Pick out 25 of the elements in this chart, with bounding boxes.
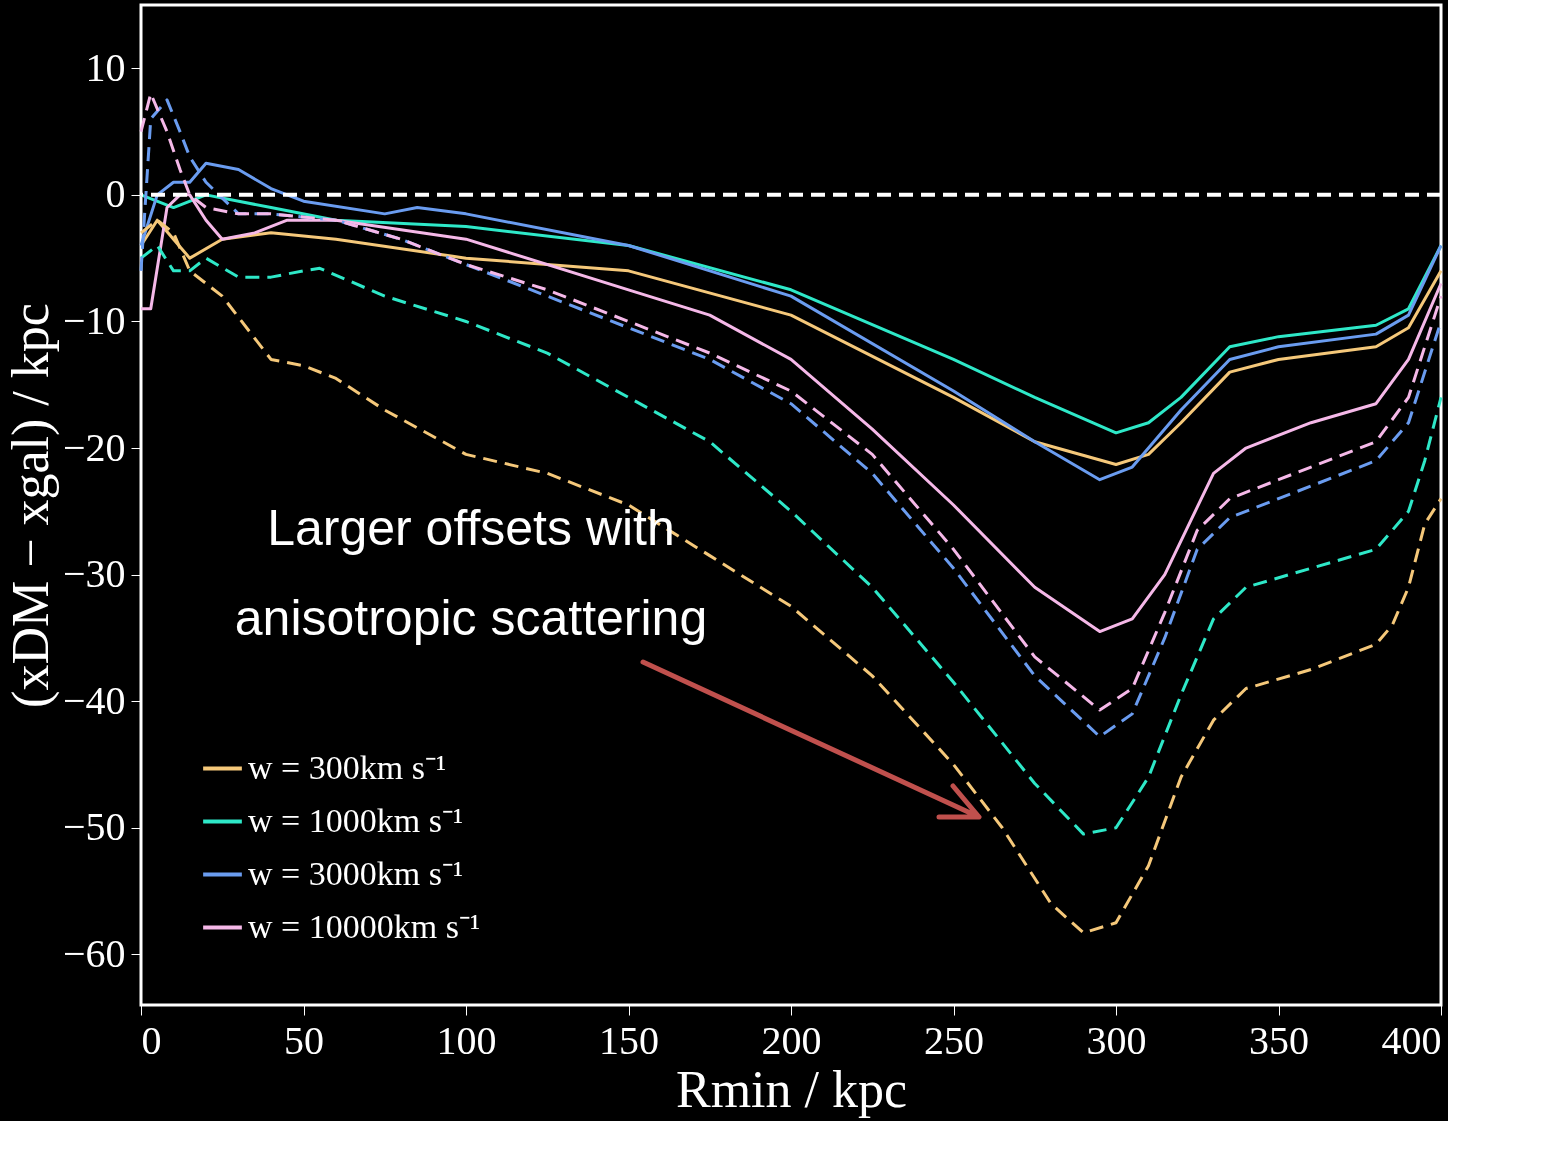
x-axis-title: Rmin / kpc: [675, 1060, 908, 1118]
x-tick-label: 250: [924, 1017, 984, 1063]
y-tick-label: 0: [105, 171, 126, 217]
x-tick-label: 0: [141, 1017, 162, 1063]
y-tick-label: −50: [62, 804, 126, 850]
y-tick-label: −60: [62, 930, 126, 976]
line-series: [139, 244, 1443, 836]
y-tick-label: −10: [62, 297, 126, 343]
x-tick-label: 200: [761, 1017, 822, 1063]
x-tick-label: 50: [284, 1017, 324, 1063]
x-tick-label: 350: [1249, 1017, 1309, 1063]
legend-label: w = 300km s⁻¹: [248, 748, 447, 786]
legend-label: w = 3000km s⁻¹: [248, 854, 464, 892]
y-tick-label: −20: [62, 424, 126, 470]
annotation: Larger offsets with anisotropic scattering: [234, 500, 708, 646]
x-tick-label: 100: [436, 1017, 497, 1063]
x-tick-label: 150: [599, 1017, 659, 1063]
y-tick-label: 10: [85, 44, 126, 90]
y-axis-title: (xDM − xgal) / kpc: [1, 303, 60, 708]
x-tick-label: 300: [1086, 1017, 1147, 1063]
legend-label: w = 1000km s⁻¹: [248, 801, 464, 839]
x-tick-label: 400: [1381, 1017, 1442, 1063]
legend-label: w = 10000km s⁻¹: [248, 907, 481, 945]
y-tick-label: −40: [62, 677, 126, 723]
y-tick-label: −30: [62, 551, 126, 597]
